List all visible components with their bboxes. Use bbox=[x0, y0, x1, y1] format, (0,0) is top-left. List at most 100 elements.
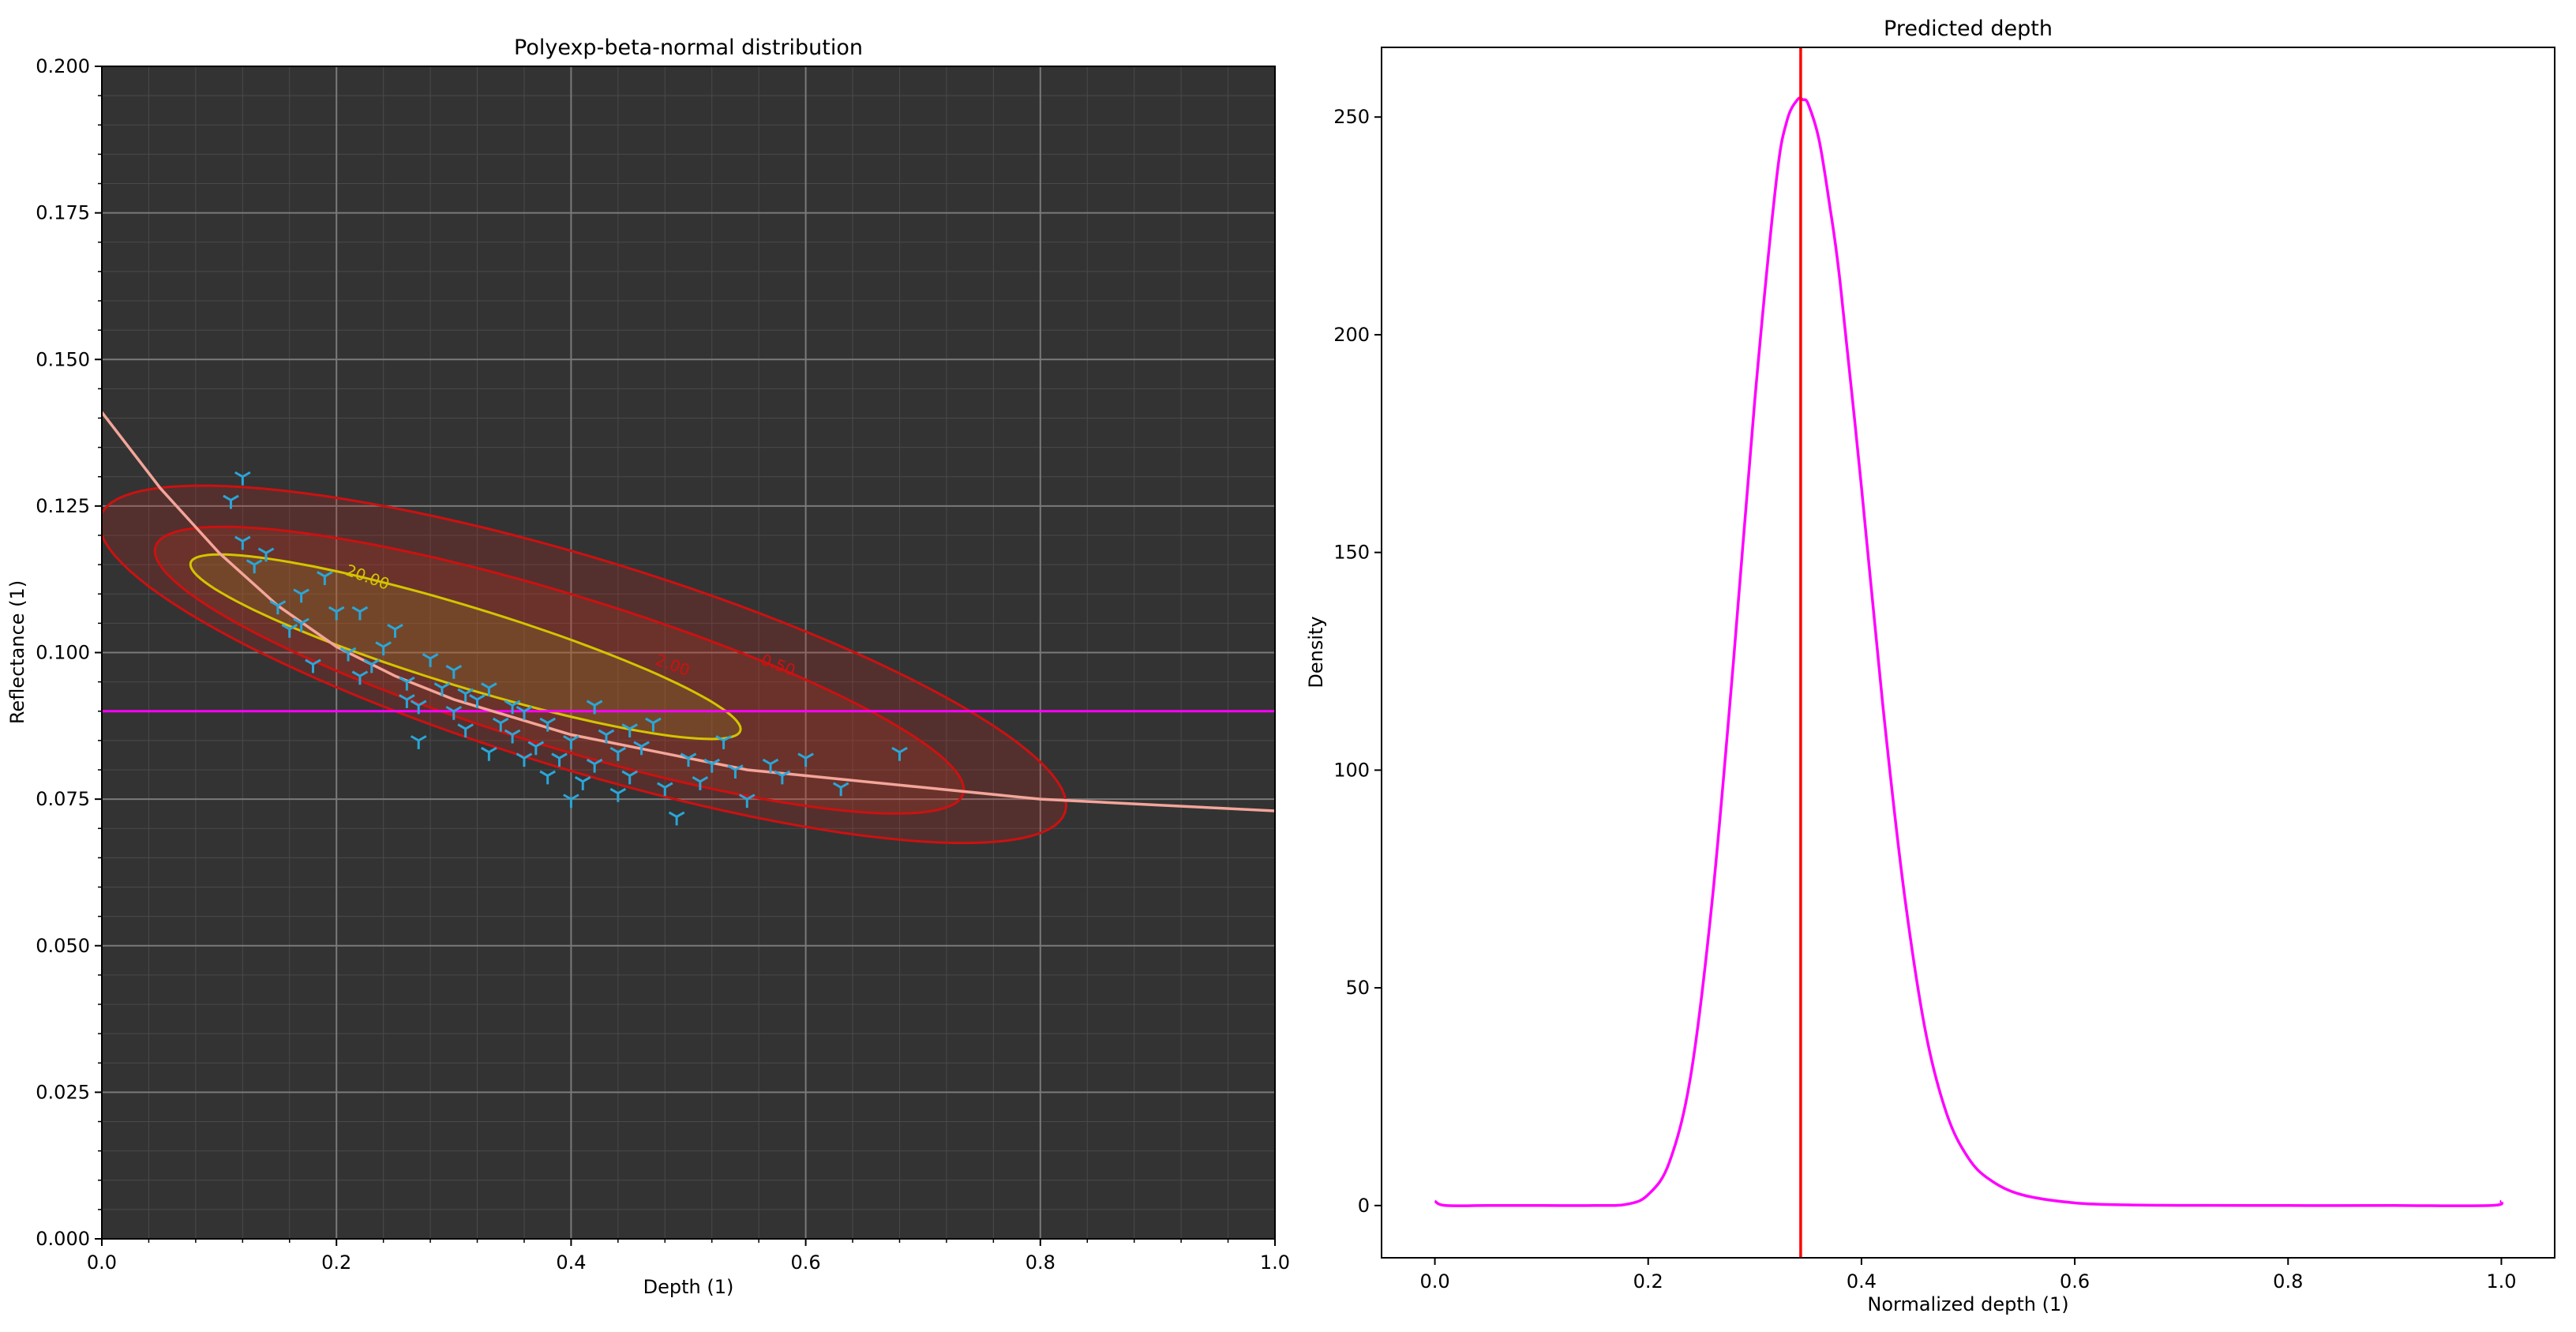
y-tick-label: 0.075 bbox=[36, 788, 90, 810]
x-tick-label: 0.2 bbox=[321, 1251, 351, 1274]
scatter-point bbox=[621, 770, 639, 785]
scatter-point bbox=[656, 782, 673, 797]
scatter-point bbox=[609, 787, 627, 802]
y-tick-label: 0.150 bbox=[36, 348, 90, 370]
right-x-axis-label: Normalized depth (1) bbox=[1867, 1293, 2068, 1315]
scatter-point bbox=[516, 705, 533, 720]
scatter-point bbox=[457, 723, 474, 738]
scatter-point bbox=[797, 752, 814, 767]
x-tick-label: 0.6 bbox=[791, 1251, 821, 1274]
scatter-point bbox=[351, 670, 369, 685]
scatter-point bbox=[234, 471, 251, 486]
scatter-point bbox=[621, 723, 639, 738]
scatter-point bbox=[586, 758, 603, 773]
y-tick-label: 250 bbox=[1333, 106, 1370, 128]
right-chart-title: Predicted depth bbox=[1884, 17, 2053, 41]
scatter-point bbox=[692, 776, 709, 790]
scatter-point bbox=[410, 735, 427, 749]
x-tick-label: 0.2 bbox=[1633, 1270, 1663, 1293]
right-plot-background bbox=[1382, 47, 2555, 1258]
scatter-point bbox=[445, 664, 463, 679]
scatter-point bbox=[492, 717, 509, 732]
scatter-point bbox=[457, 688, 474, 703]
left-x-axis: 0.0 0.2 0.4 0.6 0.8 1.0 bbox=[87, 1239, 1290, 1274]
scatter-point bbox=[399, 676, 415, 691]
right-chart: Predicted depth 0.0 0.2 0.4 0.6 0.8 1.0 0 50 10… bbox=[1305, 17, 2555, 1315]
y-tick-label: 0 bbox=[1358, 1195, 1370, 1217]
scatter-point bbox=[680, 752, 697, 767]
scatter-point bbox=[234, 535, 251, 550]
scatter-point bbox=[317, 571, 333, 585]
scatter-point bbox=[223, 494, 239, 509]
fit-curve bbox=[102, 411, 1275, 812]
scatter-point bbox=[387, 623, 403, 638]
y-tick-label: 50 bbox=[1345, 977, 1370, 999]
right-plot-content bbox=[1434, 47, 2504, 1258]
scatter-point bbox=[293, 588, 309, 603]
x-tick-label: 0.6 bbox=[2060, 1270, 2090, 1293]
scatter-point bbox=[481, 682, 497, 697]
scatter-point bbox=[633, 741, 650, 756]
scatter-point bbox=[269, 600, 287, 615]
density-contours bbox=[102, 484, 1068, 845]
scatter-point bbox=[305, 658, 321, 674]
scatter-point bbox=[281, 623, 298, 638]
scatter-point bbox=[551, 752, 568, 767]
x-tick-label: 1.0 bbox=[2486, 1270, 2516, 1293]
scatter-point bbox=[257, 547, 275, 562]
scatter-point bbox=[504, 729, 521, 744]
scatter-point bbox=[339, 647, 357, 662]
scatter-point bbox=[469, 694, 486, 708]
y-tick-label: 0.125 bbox=[36, 495, 90, 517]
contour-level-0.50 bbox=[102, 484, 1068, 845]
scatter-point bbox=[363, 658, 381, 674]
scatter-point bbox=[727, 764, 744, 779]
contour-level-20.00 bbox=[189, 553, 742, 741]
y-tick-label: 0.050 bbox=[36, 935, 90, 957]
scatter-point bbox=[481, 746, 497, 761]
right-y-axis: 0 50 100 150 200 250 bbox=[1333, 106, 1382, 1217]
y-tick-label: 0.175 bbox=[36, 202, 90, 224]
scatter-point bbox=[539, 717, 556, 732]
scatter-point bbox=[504, 700, 521, 715]
scatter-point bbox=[410, 700, 427, 715]
left-y-axis-label: Reflectance (1) bbox=[6, 580, 28, 724]
scatter-point bbox=[891, 746, 908, 761]
scatter-point bbox=[609, 746, 627, 761]
scatter-point bbox=[375, 641, 392, 656]
right-plot-frame bbox=[1381, 47, 2555, 1259]
scatter-point bbox=[574, 776, 591, 790]
density-curve bbox=[1434, 96, 2504, 1207]
x-tick-label: 0.0 bbox=[87, 1251, 117, 1274]
right-x-axis: 0.0 0.2 0.4 0.6 0.8 1.0 bbox=[1419, 1258, 2517, 1293]
scatter-point bbox=[738, 794, 756, 809]
scatter-point bbox=[703, 758, 721, 773]
scatter-point bbox=[645, 717, 662, 732]
x-tick-label: 0.8 bbox=[1026, 1251, 1056, 1274]
x-tick-label: 0.8 bbox=[2273, 1270, 2303, 1293]
left-chart: Polyexp-beta-normal distribution 20.002.… bbox=[6, 36, 1290, 1298]
scatter-point bbox=[539, 770, 556, 785]
scatter-point bbox=[563, 735, 579, 749]
y-tick-label: 0.200 bbox=[36, 55, 90, 77]
y-tick-label: 100 bbox=[1333, 759, 1370, 781]
scatter-point bbox=[774, 770, 791, 785]
left-x-axis-label: Depth (1) bbox=[643, 1276, 734, 1298]
scatter-point bbox=[445, 705, 463, 720]
scatter-point bbox=[351, 606, 369, 621]
left-y-axis: 0.000 0.025 0.050 0.075 0.100 0.125 0.150 0.175… bbox=[36, 55, 102, 1250]
x-tick-label: 0.4 bbox=[1847, 1270, 1877, 1293]
scatter-point bbox=[586, 700, 603, 715]
y-tick-label: 150 bbox=[1333, 542, 1370, 564]
y-tick-label: 200 bbox=[1333, 324, 1370, 346]
scatter-point bbox=[516, 752, 533, 767]
left-chart-title: Polyexp-beta-normal distribution bbox=[514, 36, 863, 60]
scatter-point bbox=[433, 682, 451, 697]
scatter-point bbox=[399, 694, 415, 708]
y-tick-label: 0.100 bbox=[36, 642, 90, 664]
y-tick-label: 0.025 bbox=[36, 1081, 90, 1103]
scatter-point bbox=[422, 653, 439, 667]
x-tick-label: 1.0 bbox=[1260, 1251, 1290, 1274]
scatter-point bbox=[527, 741, 545, 756]
